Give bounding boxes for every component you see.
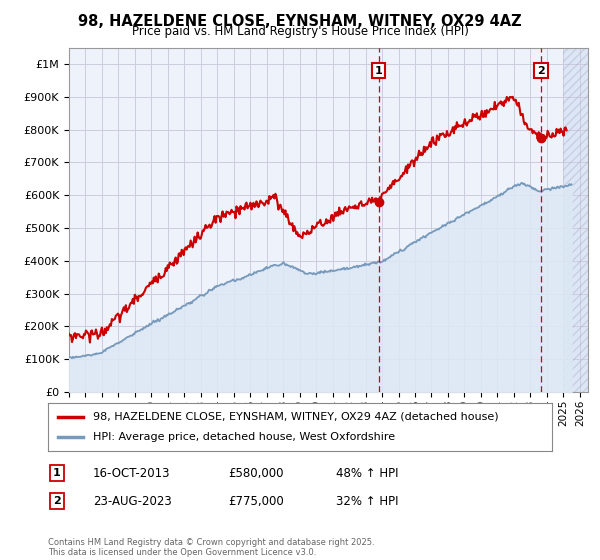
Text: Contains HM Land Registry data © Crown copyright and database right 2025.
This d: Contains HM Land Registry data © Crown c… bbox=[48, 538, 374, 557]
Text: 23-AUG-2023: 23-AUG-2023 bbox=[93, 494, 172, 508]
Text: £775,000: £775,000 bbox=[228, 494, 284, 508]
Text: 1: 1 bbox=[53, 468, 61, 478]
Text: 32% ↑ HPI: 32% ↑ HPI bbox=[336, 494, 398, 508]
Text: 98, HAZELDENE CLOSE, EYNSHAM, WITNEY, OX29 4AZ: 98, HAZELDENE CLOSE, EYNSHAM, WITNEY, OX… bbox=[78, 14, 522, 29]
Text: 16-OCT-2013: 16-OCT-2013 bbox=[93, 466, 170, 480]
Text: 98, HAZELDENE CLOSE, EYNSHAM, WITNEY, OX29 4AZ (detached house): 98, HAZELDENE CLOSE, EYNSHAM, WITNEY, OX… bbox=[94, 412, 499, 422]
Bar bbox=[563, 48, 588, 392]
Bar bbox=[563, 48, 588, 392]
Text: HPI: Average price, detached house, West Oxfordshire: HPI: Average price, detached house, West… bbox=[94, 432, 395, 442]
Text: 2: 2 bbox=[53, 496, 61, 506]
Text: 48% ↑ HPI: 48% ↑ HPI bbox=[336, 466, 398, 480]
Text: £580,000: £580,000 bbox=[228, 466, 284, 480]
Text: Price paid vs. HM Land Registry's House Price Index (HPI): Price paid vs. HM Land Registry's House … bbox=[131, 25, 469, 38]
Text: 2: 2 bbox=[537, 66, 545, 76]
Text: 1: 1 bbox=[375, 66, 383, 76]
